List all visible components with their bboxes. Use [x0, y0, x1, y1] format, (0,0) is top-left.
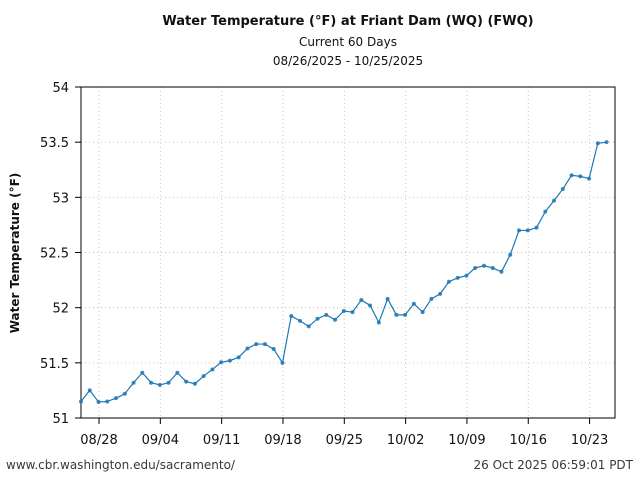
data-point	[385, 296, 390, 301]
data-point	[236, 355, 241, 360]
series-water-temperature	[79, 140, 609, 405]
data-point	[149, 380, 154, 385]
data-point	[140, 370, 145, 375]
data-point	[131, 380, 136, 385]
data-point	[298, 318, 302, 323]
data-point	[359, 297, 364, 302]
y-axis: 51 51.5 52 52.5 53 53.5 54	[40, 81, 81, 427]
data-point	[560, 187, 565, 192]
x-tick-label: 09/25	[326, 433, 363, 448]
y-tick-label: 52.5	[40, 247, 69, 262]
data-point	[508, 252, 513, 257]
data-point	[105, 399, 110, 404]
data-point	[368, 303, 373, 308]
chart-subtitle: Current 60 Days	[299, 35, 397, 49]
data-point	[289, 313, 294, 318]
data-point	[543, 209, 548, 214]
data-point	[595, 141, 600, 146]
data-point	[315, 316, 320, 321]
data-point	[481, 263, 486, 268]
data-point	[376, 320, 381, 325]
data-point	[306, 324, 311, 329]
y-tick-label: 53.5	[40, 136, 69, 151]
data-point	[324, 312, 329, 317]
y-tick-label: 51	[52, 412, 69, 427]
x-tick-label: 10/23	[571, 433, 608, 448]
data-point	[87, 388, 92, 393]
data-point	[262, 342, 267, 347]
data-point	[569, 173, 574, 178]
data-point	[79, 399, 83, 404]
grid-lines	[81, 87, 615, 418]
data-point	[446, 279, 451, 284]
data-point	[403, 312, 408, 317]
data-point	[499, 269, 504, 274]
x-tick-label: 10/16	[510, 433, 547, 448]
data-point	[280, 360, 285, 365]
data-point	[429, 296, 434, 301]
data-point	[210, 367, 215, 372]
data-point	[96, 400, 101, 405]
data-point	[438, 291, 443, 296]
x-tick-label: 08/28	[80, 433, 117, 448]
data-point	[175, 370, 180, 375]
generated-timestamp: 26 Oct 2025 06:59:01 PDT	[473, 458, 633, 472]
data-point	[517, 228, 521, 233]
data-point	[114, 396, 119, 401]
chart-title: Water Temperature (°F) at Friant Dam (WQ…	[162, 14, 534, 29]
data-point	[394, 312, 399, 317]
data-point	[333, 317, 338, 322]
data-point	[455, 275, 460, 280]
y-tick-label: 53	[52, 191, 69, 206]
x-axis: 08/28 09/04 09/11 09/18 09/25 10/02 10/09 10/16…	[80, 418, 608, 448]
data-point	[254, 342, 259, 347]
data-point	[219, 360, 224, 365]
source-url-link[interactable]: www.cbr.washington.edu/sacramento/	[6, 458, 235, 472]
data-point	[157, 382, 162, 387]
x-tick-label: 10/09	[448, 433, 485, 448]
y-tick-label: 54	[52, 81, 69, 96]
x-tick-label: 09/11	[203, 433, 240, 448]
data-point	[525, 228, 530, 233]
data-point	[192, 381, 197, 386]
x-tick-label: 09/18	[264, 433, 301, 448]
x-tick-label: 10/02	[387, 433, 424, 448]
data-point	[490, 265, 495, 270]
data-point	[420, 310, 425, 315]
chart-date-range: 08/26/2025 - 10/25/2025	[272, 54, 424, 68]
data-point	[411, 301, 416, 306]
data-point	[184, 379, 189, 384]
y-axis-label: Water Temperature (°F)	[8, 173, 22, 334]
y-tick-label: 52	[52, 302, 69, 317]
data-point	[473, 265, 478, 270]
data-point	[552, 198, 557, 203]
data-point	[464, 273, 469, 278]
data-point	[166, 380, 171, 385]
data-point	[534, 225, 539, 230]
data-point	[604, 140, 609, 145]
data-point	[271, 347, 276, 352]
data-point	[587, 176, 592, 181]
data-point	[122, 391, 127, 396]
x-tick-label: 09/04	[142, 433, 179, 448]
data-point	[578, 174, 583, 179]
data-point	[341, 308, 346, 313]
data-point	[245, 346, 250, 351]
data-point	[350, 310, 355, 315]
y-tick-label: 51.5	[40, 357, 69, 372]
data-point	[201, 374, 206, 379]
data-point	[227, 358, 232, 363]
